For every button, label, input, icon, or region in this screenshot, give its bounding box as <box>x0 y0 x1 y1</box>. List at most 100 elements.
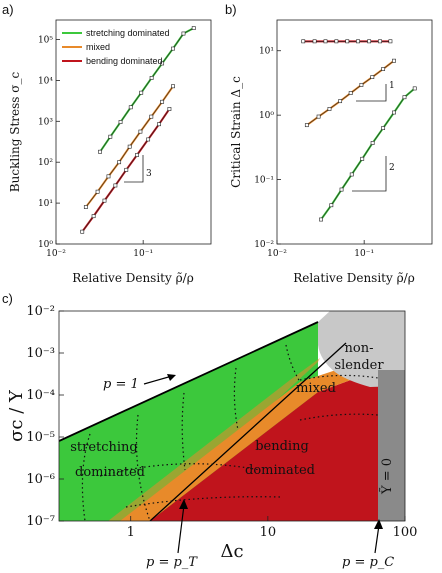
panel-b-point-mixed <box>381 67 386 71</box>
panel-a-frame <box>55 19 212 245</box>
panel-b-point-stretching <box>381 126 386 130</box>
panel-c-label: c) <box>2 291 13 306</box>
legend-label-stretching: stretching dominated <box>86 28 170 38</box>
panel-c-xtick-label: 10 <box>260 525 277 540</box>
panel-a-point-stretching <box>149 76 154 80</box>
label-mixed: mixed <box>296 381 336 396</box>
panel-a-point-stretching <box>171 46 175 51</box>
arrowhead-p1 <box>167 374 176 381</box>
panel-a-point-stretching <box>98 149 102 154</box>
panel-b-point-bending <box>323 39 328 44</box>
region-mixed-soft <box>108 358 320 521</box>
panel-b-point-mixed <box>338 99 343 104</box>
panel-a-legend: stretching dominated mixed bending domin… <box>62 28 170 66</box>
boundary-pT <box>149 342 347 521</box>
contour-5 <box>285 344 301 383</box>
label-zero: Ỹ = 0 <box>379 458 395 495</box>
region-zero <box>378 370 405 521</box>
region-nonslender <box>318 311 405 387</box>
panel-b-ylabel: Critical Strain Δ_c <box>229 76 243 188</box>
panel-a-point-stretching <box>181 31 186 36</box>
annot-p1: p = 1 <box>103 377 139 392</box>
panel-a-ytick-label: 10⁵ <box>38 36 53 46</box>
panel-b-ytick-label: 10⁰ <box>259 111 274 121</box>
panel-b-point-stretching <box>402 95 407 100</box>
panel-b-point-mixed <box>392 58 396 63</box>
panel-a-point-mixed <box>95 189 100 194</box>
arrow-pT <box>177 504 185 554</box>
slope-triangle-a <box>124 155 144 183</box>
panel-a-point-stretching <box>160 61 165 66</box>
panel-a-point-mixed <box>138 129 143 134</box>
contours <box>81 344 379 521</box>
panel-a-ytick-label: 10⁴ <box>38 76 53 86</box>
panel-c-xtick-label: 1 <box>127 525 135 540</box>
panel-a-point-stretching <box>128 105 133 110</box>
panel-b-point-mixed <box>348 91 353 95</box>
boundary-p1 <box>59 321 319 442</box>
panel-a-ytick-label: 10² <box>38 158 53 168</box>
panel-c-frame <box>58 310 406 522</box>
label-stretching-1: stretching <box>70 440 138 455</box>
contour-1 <box>81 433 91 521</box>
panel-b-point-bending <box>388 39 393 44</box>
panel-a-point-bending <box>157 122 161 127</box>
panel-c-ytick-label: 10⁻⁷ <box>26 514 55 529</box>
panel-b-point-mixed <box>327 107 332 111</box>
panel-a-point-bending <box>91 214 96 219</box>
panel-a-ylabel: Buckling Stress σ_c <box>8 72 22 193</box>
panel-b-frame <box>276 19 433 245</box>
panel-a-point-bending <box>113 183 118 188</box>
panel-a-point-bending <box>146 137 151 142</box>
panel-b-ytick-label: 10¹ <box>259 47 274 57</box>
region-bending <box>150 370 378 521</box>
panel-b-point-bending <box>345 39 350 44</box>
label-bending-1: bending <box>255 439 309 454</box>
panel-b-ytick-label: 10⁻² <box>254 240 274 250</box>
panel-b-xtick-label: 10⁻² <box>267 249 287 259</box>
slope-triangle-b1 <box>356 84 387 102</box>
panel-a-xlabel: Relative Density ρ̃/ρ <box>72 271 194 285</box>
contour-6 <box>99 463 261 477</box>
contour-2 <box>135 414 151 521</box>
contour-4 <box>233 367 239 431</box>
panel-a-fit-stretching <box>99 27 194 152</box>
panel-a-ytick-label: 10¹ <box>38 199 53 209</box>
panel-b-point-stretching <box>412 86 417 91</box>
panel-a-point-stretching <box>108 134 113 139</box>
slope-label-b1: 1 <box>389 81 395 91</box>
legend-label-bending: bending dominated <box>86 56 163 66</box>
panel-b-label: b) <box>225 2 237 17</box>
panel-b-point-bending <box>312 39 317 44</box>
panel-a-point-mixed <box>106 174 111 179</box>
panel-a-point-mixed <box>171 84 175 89</box>
panel-a-point-stretching <box>118 120 123 124</box>
panel-a-xtick-label: 10⁻¹ <box>133 249 153 259</box>
panel-b-point-stretching <box>349 172 354 177</box>
panel-a-ytick-label: 10⁰ <box>38 240 53 250</box>
label-stretching-2: dominated <box>75 465 145 480</box>
panel-a-point-bending <box>124 167 129 172</box>
label-bending-2: dominated <box>245 463 315 478</box>
panel-b-point-mixed <box>316 114 321 119</box>
arrow-p1 <box>143 375 173 385</box>
panel-c-plot: 1 10 100 10⁻⁷ 10⁻⁶ 10⁻⁵ 10⁻⁴ 10⁻³ 10⁻² non- slen… <box>26 304 417 570</box>
panel-a-series-stretching <box>99 27 195 153</box>
panel-a-point-bending <box>167 107 172 111</box>
panel-b-point-bending <box>356 39 360 44</box>
panel-b-point-bending <box>378 39 382 44</box>
label-nonslender-2: slender <box>334 358 384 373</box>
arrowhead-pC <box>374 519 383 529</box>
panel-c-ylabel: σc / Y <box>6 389 27 442</box>
legend-label-mixed: mixed <box>86 42 110 52</box>
panel-a-point-mixed <box>117 160 122 165</box>
panel-b-point-stretching <box>392 110 396 115</box>
panel-b-fit-stretching <box>320 88 415 220</box>
panel-c-ytick-label: 10⁻⁶ <box>26 472 55 487</box>
contour-7 <box>125 496 281 508</box>
panel-b-point-bending <box>301 39 306 44</box>
panel-b-point-stretching <box>370 141 375 145</box>
label-nonslender-1: non- <box>345 341 374 356</box>
panel-a-point-mixed <box>83 205 88 209</box>
